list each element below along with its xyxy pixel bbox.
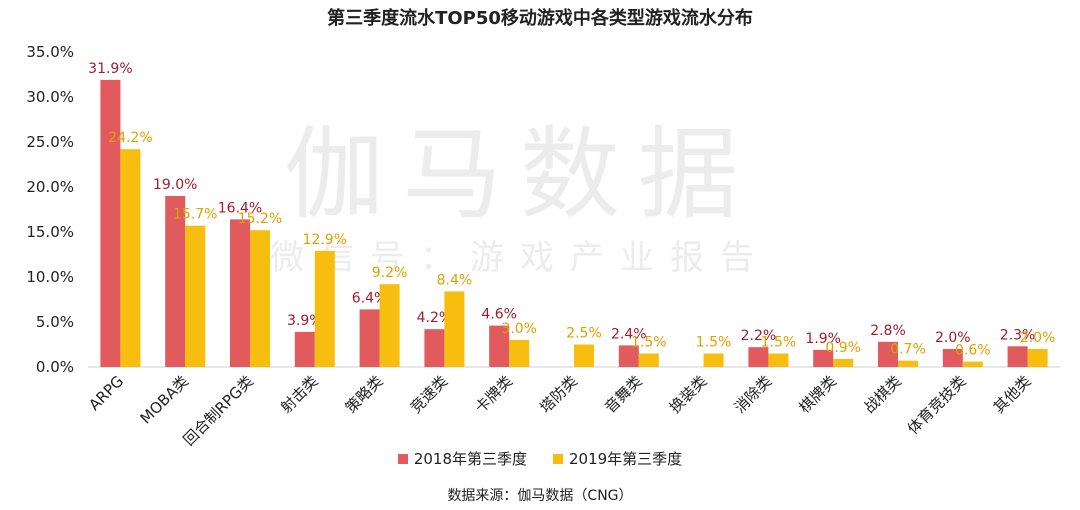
y-tick-label: 20.0% — [26, 178, 74, 196]
chart-title: 第三季度流水TOP50移动游戏中各类型游戏流水分布 — [327, 8, 753, 29]
data-label-2019: 1.5% — [631, 335, 667, 351]
data-label-2019: 24.2% — [108, 130, 152, 146]
legend-swatch-2019 — [553, 453, 563, 464]
data-label-2019: 8.4% — [437, 272, 473, 288]
data-label-2019: 3.0% — [501, 321, 537, 337]
x-tick-label: 竞速类 — [407, 372, 452, 417]
bar-2018 — [294, 331, 315, 367]
data-label-2018: 4.2% — [417, 310, 453, 326]
legend-item-2019: 2019年第三季度 — [553, 448, 682, 469]
bar-2019 — [379, 284, 400, 367]
data-label-2019: 9.2% — [372, 265, 408, 281]
bar-2019 — [768, 353, 789, 367]
data-label-2018: 2.3% — [1000, 327, 1036, 343]
data-label-2018: 16.4% — [218, 200, 262, 216]
bar-2019 — [1027, 349, 1048, 367]
data-label-2018: 6.4% — [352, 290, 388, 306]
x-tick-label: MOBA类 — [137, 372, 192, 427]
legend-label-2019: 2019年第三季度 — [569, 450, 683, 468]
data-label-2018: 2.8% — [870, 323, 906, 339]
data-label-2019: 1.5% — [696, 335, 732, 351]
bar-2018 — [165, 196, 186, 367]
y-tick-label: 25.0% — [26, 133, 74, 151]
x-tick-label: 射击类 — [277, 372, 322, 417]
data-label-2018: 1.9% — [805, 331, 841, 347]
legend-item-2018: 2018年第三季度 — [397, 448, 527, 469]
data-label-2019: 2.5% — [566, 326, 602, 342]
data-label-2019: 15.7% — [173, 207, 217, 223]
bar-2019 — [898, 360, 918, 367]
bar-2019 — [962, 361, 983, 367]
data-label-2019: 0.6% — [955, 343, 991, 359]
data-label-2019: 1.5% — [761, 335, 797, 351]
bar-2019 — [509, 340, 530, 367]
y-tick-label: 0.0% — [36, 358, 74, 376]
bar-2018 — [813, 349, 834, 367]
x-tick-label: 塔防类 — [536, 372, 581, 417]
x-tick-label: 换装类 — [666, 372, 711, 417]
bar-2018 — [424, 329, 445, 367]
legend-swatch-2018 — [397, 453, 408, 464]
bar-2018 — [618, 345, 639, 367]
bar-2019 — [185, 225, 206, 367]
data-label-2019: 15.2% — [238, 211, 282, 227]
x-tick-label: 音舞类 — [601, 372, 646, 417]
y-tick-label: 10.0% — [26, 268, 74, 286]
bar-2019 — [638, 353, 659, 367]
bar-2019 — [444, 291, 465, 367]
bar-2019 — [703, 353, 724, 367]
data-label-2019: 12.9% — [303, 232, 347, 248]
bar-2018 — [100, 79, 121, 368]
bar-2018 — [748, 347, 769, 367]
x-tick-label: 回合制RPG类 — [180, 372, 257, 449]
data-label-2018: 2.2% — [741, 328, 777, 344]
x-tick-label: ARPG — [85, 372, 127, 414]
data-label-2019: 0.7% — [890, 342, 926, 358]
data-label-2019: 2.0% — [1020, 330, 1056, 346]
data-label-2018: 4.6% — [481, 307, 517, 323]
legend: 2018年第三季度 2019年第三季度 — [0, 448, 1080, 469]
bar-2018 — [359, 309, 380, 367]
data-label-2019: 0.9% — [825, 340, 861, 356]
data-label-2018: 3.9% — [287, 313, 323, 329]
data-label-2018: 31.9% — [88, 61, 132, 77]
bar-2019 — [120, 149, 141, 367]
x-tick-label: 其他类 — [990, 372, 1035, 417]
x-tick-label: 卡牌类 — [471, 372, 516, 417]
x-tick-label: 体育竞技类 — [904, 372, 970, 438]
bar-2019 — [250, 230, 270, 367]
bar-2018 — [878, 341, 898, 367]
bar-2019 — [574, 344, 594, 367]
x-tick-label: 棋牌类 — [795, 372, 840, 417]
bar-2018 — [1007, 346, 1028, 367]
y-tick-label: 30.0% — [26, 88, 74, 106]
y-tick-label: 15.0% — [26, 223, 74, 241]
x-tick-label: 消除类 — [731, 372, 776, 417]
data-label-2018: 2.0% — [935, 330, 971, 346]
data-label-2018: 2.4% — [611, 326, 647, 342]
bar-2019 — [314, 250, 335, 367]
bar-2018 — [489, 325, 510, 367]
y-tick-label: 35.0% — [26, 43, 74, 61]
source-note: 数据来源：伽马数据（CNG） — [447, 488, 633, 504]
x-tick-label: 战棋类 — [860, 372, 905, 417]
data-label-2018: 19.0% — [153, 177, 197, 193]
bar-2018 — [230, 219, 250, 367]
bar-2018 — [942, 349, 963, 367]
bar-2019 — [833, 358, 854, 367]
y-tick-label: 5.0% — [36, 313, 74, 331]
x-tick-label: 策略类 — [342, 372, 387, 417]
legend-label-2018: 2018年第三季度 — [413, 450, 527, 468]
